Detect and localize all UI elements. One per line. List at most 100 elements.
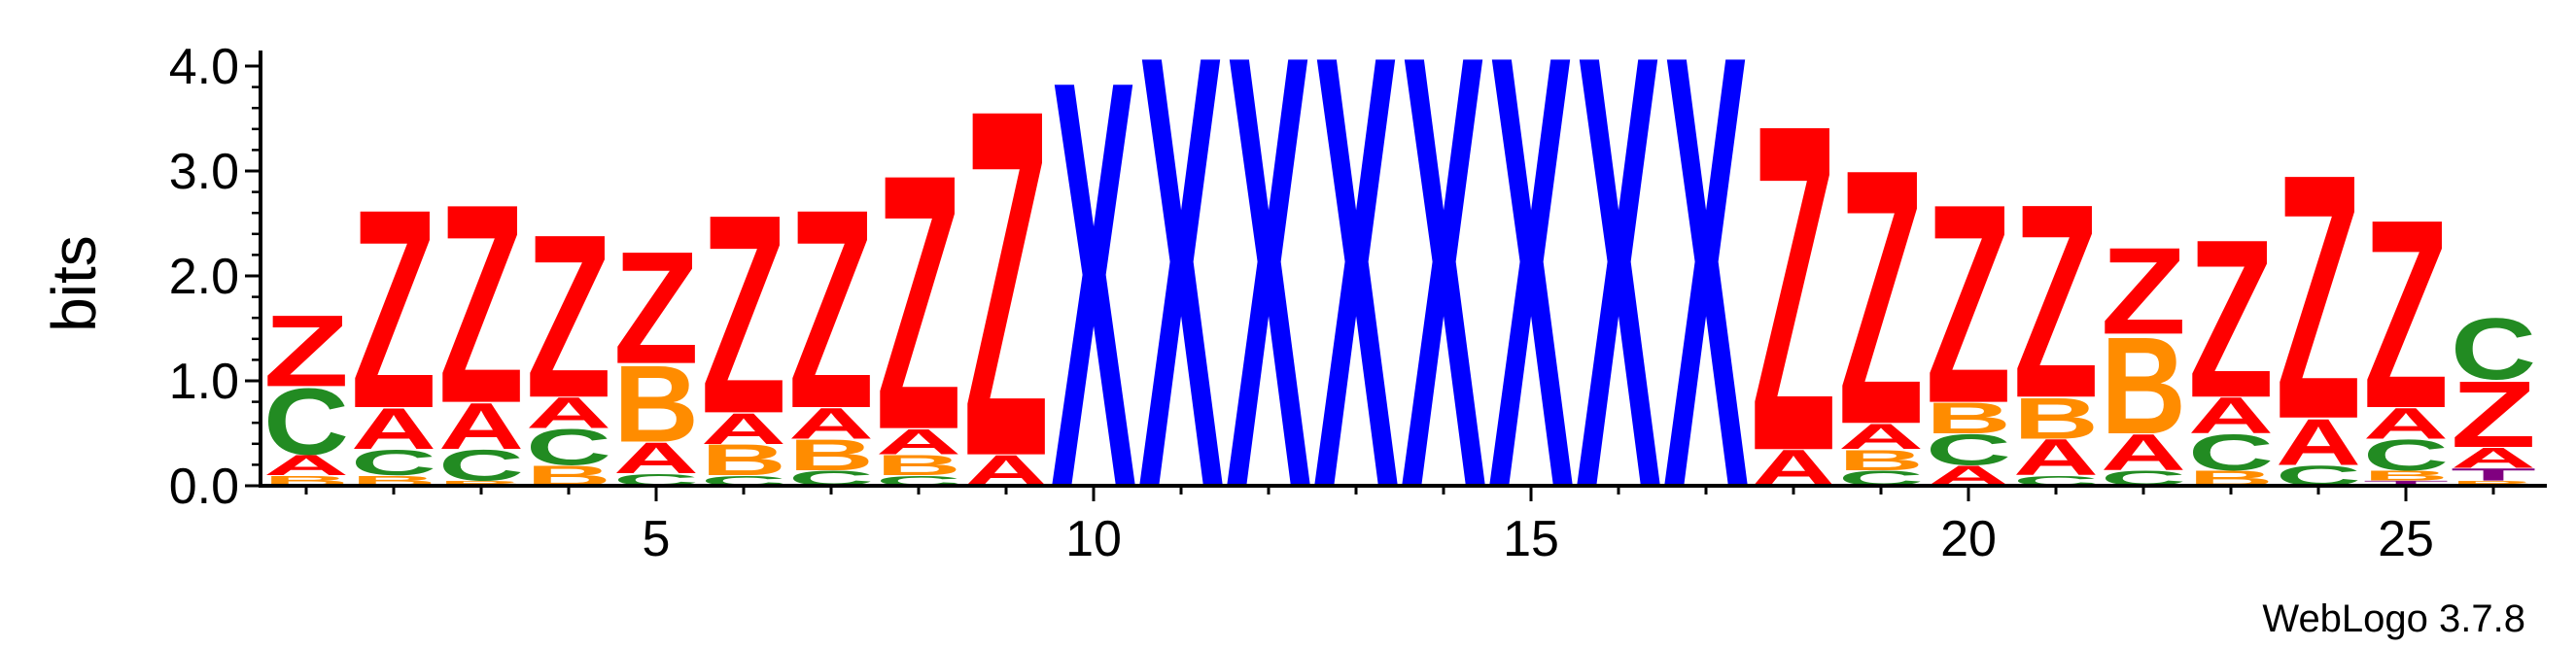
logo-glyph-X: X: [1138, 0, 1225, 618]
x-tick-label: 15: [1503, 511, 1559, 567]
logo-glyph-C: C: [351, 443, 436, 484]
logo-glyph-Z: Z: [2363, 164, 2449, 465]
logo-glyph-A: A: [2188, 388, 2274, 445]
logo-glyph-Z: Z: [2188, 192, 2274, 445]
logo-glyph-B: B: [2013, 387, 2099, 452]
logo-glyph-Z: Z: [438, 146, 524, 463]
logo-glyph-B: B: [876, 449, 961, 482]
y-tick-label: 1.0: [169, 354, 239, 410]
logo-glyph-Z: Z: [2013, 148, 2099, 457]
y-tick-label: 2.0: [169, 249, 239, 305]
logo-column: CAZ: [2276, 101, 2361, 492]
logo-glyph-Z: Z: [526, 186, 611, 446]
logo-glyph-A: A: [2363, 399, 2449, 448]
weblogo-credit: WebLogo 3.7.8: [2262, 597, 2525, 640]
logo-glyph-A: A: [2101, 424, 2186, 481]
logo-glyph-A: A: [701, 405, 786, 454]
logo-glyph-Z: Z: [263, 293, 349, 408]
x-tick-label: 20: [1940, 511, 1997, 567]
logo-glyph-A: A: [876, 422, 961, 462]
logo-glyph-Z: Z: [1838, 95, 1924, 501]
logo-glyph-X: X: [1401, 0, 1487, 618]
logo-glyph-B: B: [2363, 467, 2449, 484]
logo-glyph-X: X: [1226, 0, 1312, 618]
logo-glyph-X: X: [1313, 0, 1400, 618]
logo-glyph-A: A: [263, 449, 349, 482]
logo-glyph-X: X: [1663, 0, 1750, 618]
y-tick-label: 3.0: [169, 144, 239, 200]
logo-column: X: [1051, 0, 1137, 610]
logo-glyph-B: B: [701, 436, 786, 485]
x-tick-label: 10: [1065, 511, 1122, 567]
logo-glyph-A: A: [788, 399, 874, 448]
logo-glyph-B: B: [1838, 444, 1924, 477]
logo-glyph-Z: Z: [701, 156, 786, 474]
logo-glyph-Z: Z: [788, 151, 874, 468]
logo-glyph-C: C: [526, 419, 611, 476]
logo-glyph-Z: Z: [876, 100, 961, 506]
logo-glyph-A: A: [2276, 406, 2361, 479]
axes: 0.0 1.0 2.0 3.0 4.0 5 10 15 20 25 bits: [39, 39, 2547, 567]
logo-column: X: [1488, 0, 1575, 618]
x-tick-label: 25: [2378, 511, 2434, 567]
logo-glyph-A: A: [1838, 417, 1924, 458]
logo-column: X: [1401, 0, 1487, 618]
logo-glyph-A: A: [438, 391, 524, 463]
logo-glyph-T: T: [2451, 465, 2536, 485]
logo-glyph-X: X: [1576, 0, 1662, 618]
logo-column: X: [1313, 0, 1400, 618]
logo-glyph-B: B: [438, 479, 524, 487]
logo-glyph-X: X: [1488, 0, 1575, 618]
logo-column: AZ: [963, 5, 1049, 559]
logo-glyph-A: A: [2013, 429, 2099, 487]
logo-glyph-C: C: [2188, 424, 2274, 481]
logo-glyph-A: A: [613, 434, 699, 483]
logo-glyph-A: A: [351, 396, 436, 461]
y-tick-label: 0.0: [169, 459, 239, 515]
logo-glyph-Z: Z: [2101, 222, 2186, 360]
logo-glyph-Z: Z: [1751, 28, 1836, 549]
logo-glyph-B: B: [2101, 310, 2186, 464]
logo-glyph-T: T: [2363, 479, 2449, 487]
x-tick-label: 5: [643, 511, 671, 567]
logo-glyph-X: X: [1051, 0, 1137, 610]
logo-glyph-Z: Z: [2276, 101, 2361, 492]
logo-glyph-Z: Z: [351, 151, 436, 468]
y-ticks: 0.0 1.0 2.0 3.0 4.0: [169, 39, 261, 515]
logo-glyph-Z: Z: [963, 5, 1049, 559]
logo-glyph-B: B: [788, 431, 874, 480]
logo-column: X: [1226, 0, 1312, 618]
logo-glyph-C: C: [2451, 300, 2536, 397]
logo-glyph-C: C: [1926, 426, 2011, 474]
logo-glyph-C: C: [438, 442, 524, 491]
logo-column: X: [1663, 0, 1750, 618]
logo-column: AZ: [1751, 28, 1836, 549]
logo-glyph-Z: Z: [1926, 146, 2011, 463]
logo-glyph-A: A: [526, 390, 611, 438]
logo-column: X: [1576, 0, 1662, 618]
logo-glyph-B: B: [2451, 479, 2536, 487]
logo-glyph-C: C: [2363, 431, 2449, 480]
y-axis-label: bits: [39, 235, 109, 332]
logo-glyph-Z: Z: [2451, 361, 2536, 467]
x-ticks: 5 10 15 20 25: [304, 486, 2495, 567]
logo-glyph-B: B: [1926, 394, 2011, 443]
logo-glyph-Z: Z: [613, 219, 699, 397]
